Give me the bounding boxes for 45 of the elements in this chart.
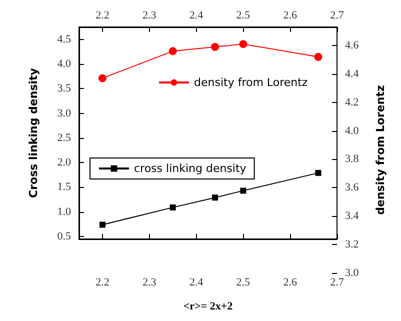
x2-tick-label: 2.2	[96, 276, 110, 288]
x2-tick-label: 2.7	[330, 276, 344, 288]
point	[98, 74, 106, 82]
x2-tick-label: 2.4	[189, 276, 204, 288]
y-tick-label: 1.5	[57, 181, 72, 194]
y-tick-label: 0.5	[57, 230, 72, 243]
x-tick-label: 2.3	[142, 10, 157, 22]
y2-tick-label: 4.6	[345, 39, 360, 52]
x-tick-label: 2.7	[330, 10, 344, 22]
point	[211, 42, 220, 51]
point	[240, 188, 246, 194]
x-tick-label: 2.5	[236, 10, 251, 22]
x2-tick-label: 2.3	[142, 276, 157, 288]
x-tick-label: 2.4	[189, 10, 204, 22]
y-tick-label: 2.5	[57, 132, 72, 144]
y2-tick-label: 3.0	[345, 267, 360, 279]
y2-tick-label: 4.2	[345, 96, 359, 108]
y2-axis-title: density from Lorentz	[374, 85, 387, 215]
point	[315, 170, 322, 176]
y-tick-label: 4.0	[57, 58, 72, 70]
y2-tick-label: 4.4	[345, 68, 360, 80]
point	[168, 47, 177, 56]
y2-tick-label: 3.6	[345, 182, 360, 194]
x2-tick-label: 2.5	[236, 276, 251, 288]
legend-label: cross linking density	[134, 162, 247, 175]
point	[212, 194, 218, 201]
y-axis-title: Cross linking density	[27, 68, 40, 198]
y-tick-label: 1.0	[57, 206, 72, 218]
point	[239, 40, 248, 48]
x2-tick-label: 2.6	[283, 276, 298, 288]
point	[99, 222, 106, 228]
y-tick-label: 2.0	[57, 156, 72, 169]
y2-tick-label: 3.4	[345, 210, 360, 222]
y2-tick-label: 4.0	[345, 124, 360, 137]
y-tick-label: 4.5	[57, 33, 72, 46]
x-tick-label: 2.6	[283, 10, 298, 22]
x-axis-title: <r>= 2x+2	[183, 300, 234, 312]
y2-tick-label: 3.2	[345, 238, 359, 251]
y-tick-label: 3.0	[57, 107, 72, 120]
point	[314, 52, 322, 61]
x-tick-label: 2.2	[96, 10, 110, 22]
legend-label: density from Lorentz	[194, 76, 308, 89]
y2-tick-label: 3.8	[345, 153, 360, 166]
y-tick-label: 3.5	[57, 82, 72, 95]
point	[170, 204, 176, 210]
